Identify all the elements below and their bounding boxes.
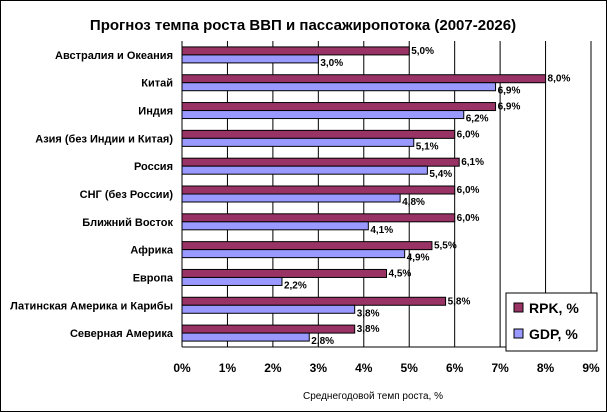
legend: RPK, % GDP, % <box>505 292 598 352</box>
data-label-rpk: 8,0% <box>548 74 571 85</box>
data-labels: 5,0% 3,0% 8,0% 6,9% 6,9% 6,2% 6,0% 5,1% 6,1% 5,4%… <box>284 46 570 347</box>
bar-rpk <box>181 241 433 251</box>
bar-gdp <box>181 304 356 314</box>
bar-rpk <box>181 185 456 195</box>
legend-swatch <box>513 302 524 313</box>
bar-gdp <box>181 82 497 92</box>
data-label-gdp: 5,1% <box>416 141 439 152</box>
category-label: Ближний Восток <box>82 217 173 229</box>
bar-rpk <box>181 157 460 167</box>
bar-gdp <box>181 332 310 342</box>
chart-title: Прогноз темпа роста ВВП и пассажиропоток… <box>90 17 516 34</box>
bar-rpk <box>181 46 410 56</box>
data-label-gdp: 2,8% <box>311 336 334 347</box>
bar-rpk <box>181 324 356 334</box>
data-label-gdp: 6,2% <box>466 114 489 125</box>
x-tick-labels: 0% 1% 2% 3% 4% 5% 6% 7% 8% 9% <box>173 361 600 375</box>
data-label-rpk: 6,0% <box>457 129 480 140</box>
bar-gdp <box>181 165 428 175</box>
data-label-gdp: 6,9% <box>498 86 521 97</box>
bar-rpk <box>181 268 387 278</box>
category-labels: Австралия и Океания Китай Индия Азия (без И… <box>10 50 174 340</box>
bar-rpk <box>181 102 497 112</box>
x-tick-label: 5% <box>401 361 419 375</box>
x-tick-label: 1% <box>219 361 237 375</box>
bar-gdp <box>181 221 369 231</box>
data-label-gdp: 4,1% <box>370 225 393 236</box>
data-label-rpk: 5,8% <box>448 296 471 307</box>
category-label: СНГ (без России) <box>80 189 174 201</box>
bar-gdp <box>181 137 415 147</box>
bar-gdp <box>181 54 319 64</box>
x-tick-label: 3% <box>310 361 328 375</box>
category-label: Китай <box>141 78 173 90</box>
x-axis-title: Среднегодовой темп роста, % <box>303 391 443 402</box>
data-label-gdp: 3,8% <box>357 308 380 319</box>
bar-rpk <box>181 213 456 223</box>
data-label-rpk: 3,8% <box>357 324 380 335</box>
legend-swatch <box>513 328 524 339</box>
category-label: Австралия и Океания <box>55 50 173 62</box>
data-label-gdp: 5,4% <box>429 169 452 180</box>
x-tick-label: 2% <box>264 361 282 375</box>
data-label-gdp: 4,9% <box>407 253 430 264</box>
bar-rpk <box>181 74 547 84</box>
x-tick-label: 9% <box>582 361 600 375</box>
data-label-gdp: 4,8% <box>402 197 425 208</box>
data-label-rpk: 5,0% <box>411 46 434 57</box>
data-label-gdp: 3,0% <box>320 58 343 69</box>
data-label-rpk: 6,9% <box>498 102 521 113</box>
category-label: Европа <box>133 272 174 284</box>
legend-label: GDP, % <box>529 326 578 342</box>
legend-label: RPK, % <box>529 300 579 316</box>
category-label: Северная Америка <box>70 328 174 340</box>
category-label: Африка <box>130 245 174 257</box>
bar-gdp <box>181 249 406 259</box>
data-label-rpk: 4,5% <box>389 268 412 279</box>
x-tick-label: 4% <box>355 361 373 375</box>
bar-rpk <box>181 296 447 306</box>
category-label: Азия (без Индии и Китая) <box>35 133 173 145</box>
data-label-rpk: 6,0% <box>457 185 480 196</box>
bars <box>181 46 547 342</box>
category-label: Латинская Америка и Карибы <box>10 300 173 312</box>
data-label-rpk: 6,0% <box>457 213 480 224</box>
data-label-rpk: 6,1% <box>461 157 484 168</box>
x-tick-label: 6% <box>446 361 464 375</box>
data-label-rpk: 5,5% <box>434 241 457 252</box>
bar-rpk <box>181 129 456 139</box>
bar-gdp <box>181 276 283 286</box>
data-label-gdp: 2,2% <box>284 280 307 291</box>
x-tick-label: 0% <box>173 361 191 375</box>
category-label: Россия <box>134 161 173 173</box>
x-tick-label: 8% <box>537 361 555 375</box>
bar-gdp <box>181 193 401 203</box>
category-label: Индия <box>138 106 173 118</box>
x-tick-label: 7% <box>491 361 509 375</box>
bar-gdp <box>181 110 465 120</box>
